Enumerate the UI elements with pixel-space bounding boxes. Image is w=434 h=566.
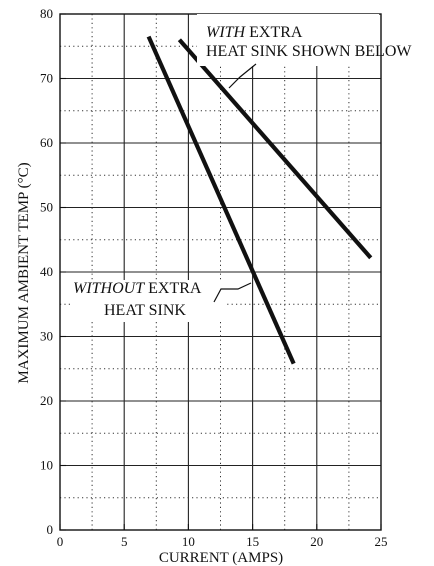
- y-tick-label: 10: [40, 458, 53, 473]
- without-annotation-leader: [213, 282, 252, 303]
- grid-layer: [60, 14, 381, 530]
- y-tick-label: 80: [40, 6, 53, 21]
- y-tick-label: 70: [40, 71, 53, 86]
- without-annotation-background: [70, 280, 224, 322]
- without-annotation-line-2: HEAT SINK: [104, 302, 186, 319]
- with-annotation-leader: [228, 63, 257, 89]
- x-axis-label: CURRENT (AMPS): [159, 550, 283, 566]
- with-annotation-line-2: HEAT SINK SHOWN BELOW: [206, 43, 412, 60]
- x-tick-label: 5: [121, 534, 128, 549]
- y-axis-label: MAXIMUM AMBIENT TEMP (°C): [16, 162, 32, 383]
- series-layer: [146, 35, 373, 365]
- x-tick-label: 10: [182, 534, 195, 549]
- y-tick-label: 60: [40, 135, 53, 150]
- tick-layer: 0 5 10 15 20 25 0 10 20 30 40 50 60 70 80: [40, 6, 388, 549]
- y-tick-label: 20: [40, 393, 53, 408]
- without-annotation-line-1: WITHOUT EXTRA: [73, 280, 202, 297]
- x-tick-label: 15: [246, 534, 259, 549]
- with-annotation-line-1: WITH EXTRA: [206, 24, 303, 41]
- x-tick-label: 25: [375, 534, 388, 549]
- y-tick-label: 30: [40, 329, 53, 344]
- with-annotation-background: [197, 14, 379, 66]
- with-heat-sink-series-line: [177, 38, 373, 260]
- y-tick-label: 0: [47, 522, 54, 537]
- y-tick-label: 40: [40, 264, 53, 279]
- without-heat-sink-series-line: [146, 35, 296, 365]
- x-tick-label: 0: [57, 534, 64, 549]
- y-tick-label: 50: [40, 200, 53, 215]
- annotation-layer: WITH EXTRA HEAT SINK SHOWN BELOW WITHOUT E…: [70, 14, 412, 322]
- x-tick-label: 20: [310, 534, 323, 549]
